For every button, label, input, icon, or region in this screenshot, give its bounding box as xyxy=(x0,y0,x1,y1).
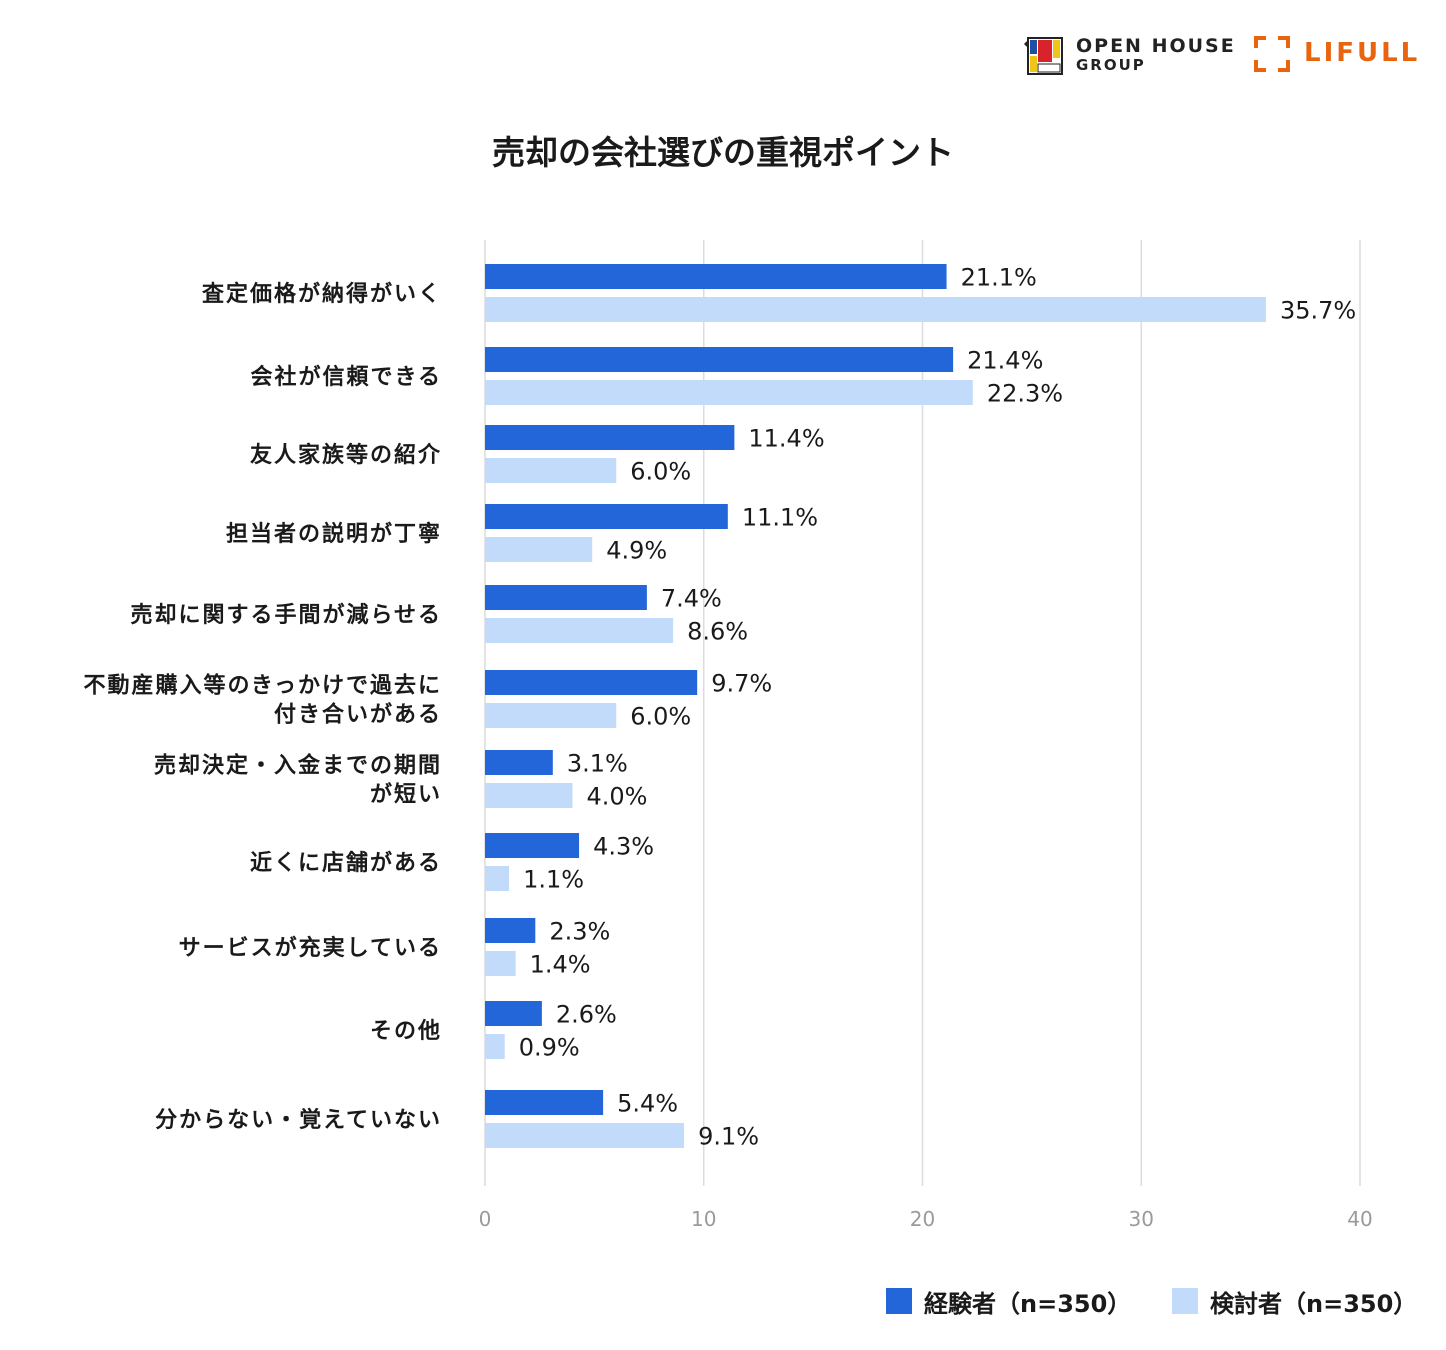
data-label: 5.4% xyxy=(617,1090,678,1118)
data-label: 22.3% xyxy=(987,380,1063,408)
x-tick-label: 20 xyxy=(910,1207,935,1231)
category-label: 近くに店舗がある xyxy=(250,850,442,876)
category-label: 付き合いがある xyxy=(274,702,442,728)
bar xyxy=(485,537,593,562)
x-tick-label: 10 xyxy=(691,1207,716,1231)
data-label: 6.0% xyxy=(630,458,691,486)
bar xyxy=(485,425,735,450)
openhouse-mark-icon xyxy=(1024,37,1063,75)
bar xyxy=(485,264,947,289)
legend-swatch-experienced xyxy=(886,1288,912,1314)
legend-item-experienced: 経験者（n=350） xyxy=(886,1284,1131,1318)
lifull-name: LIFULL xyxy=(1304,38,1421,68)
category-label: 売却に関する手間が減らせる xyxy=(130,602,442,628)
bar xyxy=(485,1001,542,1026)
data-label: 2.3% xyxy=(549,918,610,946)
bar xyxy=(485,951,516,976)
data-label: 1.1% xyxy=(523,866,584,894)
legend-item-considering: 検討者（n=350） xyxy=(1172,1284,1417,1318)
category-label: が短い xyxy=(370,782,442,808)
data-label: 35.7% xyxy=(1280,297,1356,325)
bar xyxy=(485,750,553,775)
legend-label-considering: 検討者（n=350） xyxy=(1210,1289,1418,1318)
data-label: 11.1% xyxy=(742,504,818,532)
data-label: 21.4% xyxy=(967,347,1043,375)
openhouse-group: GROUP xyxy=(1076,56,1146,74)
x-tick-label: 0 xyxy=(479,1207,492,1231)
data-label: 21.1% xyxy=(961,264,1037,292)
bar xyxy=(485,833,580,858)
openhouse-logo: OPEN HOUSE GROUP xyxy=(1024,34,1234,78)
bar xyxy=(485,918,536,943)
category-label: 査定価格が納得がいく xyxy=(202,281,442,307)
lifull-logo: LIFULL xyxy=(1252,34,1422,76)
chart-title: 売却の会社選びの重視ポイント xyxy=(492,133,954,172)
data-label: 9.1% xyxy=(698,1123,759,1151)
legend-label-experienced: 経験者（n=350） xyxy=(924,1289,1132,1318)
bar xyxy=(485,703,617,728)
data-label: 2.6% xyxy=(556,1001,617,1029)
legend-swatch-considering xyxy=(1172,1288,1198,1314)
data-label: 1.4% xyxy=(530,951,591,979)
data-label: 3.1% xyxy=(567,750,628,778)
bar xyxy=(485,1090,604,1115)
bar xyxy=(485,458,617,483)
data-label: 7.4% xyxy=(661,585,722,613)
data-label: 6.0% xyxy=(630,703,691,731)
data-label: 8.6% xyxy=(687,618,748,646)
x-tick-label: 30 xyxy=(1129,1207,1154,1231)
bar xyxy=(485,347,954,372)
bar xyxy=(485,585,647,610)
data-label: 4.0% xyxy=(587,783,648,811)
bar xyxy=(485,670,698,695)
data-label: 9.7% xyxy=(711,670,772,698)
data-label: 4.9% xyxy=(606,537,667,565)
bar xyxy=(485,297,1266,322)
bar xyxy=(485,866,510,891)
bar xyxy=(485,504,728,529)
data-label: 4.3% xyxy=(593,833,654,861)
category-label: 友人家族等の紹介 xyxy=(250,442,442,468)
category-label: 不動産購入等のきっかけで過去に xyxy=(84,673,442,699)
lifull-bracket-icon xyxy=(1254,36,1290,72)
bar xyxy=(485,380,973,405)
bar xyxy=(485,783,573,808)
category-label: 分からない・覚えていない xyxy=(155,1107,442,1133)
category-label: その他 xyxy=(370,1019,442,1044)
bar xyxy=(485,1123,685,1148)
category-label: 会社が信頼できる xyxy=(250,364,442,390)
category-label: 売却決定・入金までの期間 xyxy=(154,753,442,779)
bar xyxy=(485,1034,505,1059)
x-tick-label: 40 xyxy=(1347,1207,1372,1231)
openhouse-name: OPEN HOUSE xyxy=(1076,35,1236,57)
data-label: 0.9% xyxy=(519,1034,580,1062)
category-label: サービスが充実している xyxy=(179,935,442,961)
bar xyxy=(485,618,674,643)
data-label: 11.4% xyxy=(748,425,824,453)
category-label: 担当者の説明が丁寧 xyxy=(226,521,442,547)
